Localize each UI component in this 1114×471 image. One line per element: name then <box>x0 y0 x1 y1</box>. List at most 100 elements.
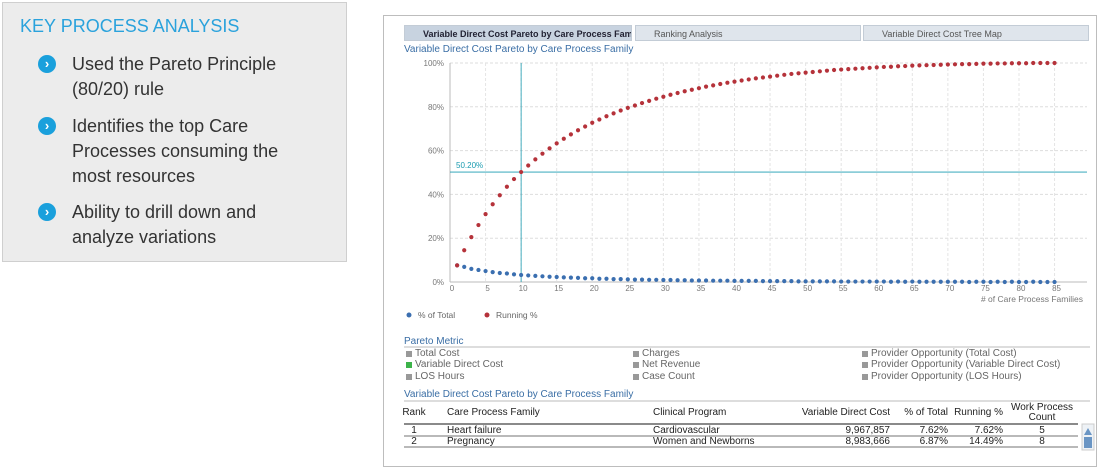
data-point <box>711 83 716 88</box>
key-panel <box>2 2 347 262</box>
data-point <box>675 278 680 283</box>
data-point <box>945 279 950 284</box>
data-point <box>817 69 822 74</box>
data-point <box>974 279 979 284</box>
column-header: Rank <box>402 407 426 418</box>
data-point <box>753 278 758 284</box>
data-point <box>753 76 758 81</box>
y-tick-label: 40% <box>428 190 444 199</box>
data-point <box>469 266 474 271</box>
x-tick-label: 40 <box>732 284 741 293</box>
bullet-icon: › <box>38 203 56 221</box>
data-point <box>931 62 936 68</box>
x-tick-label: 35 <box>696 284 705 293</box>
table-cell: 7.62% <box>974 425 1003 436</box>
metric-option[interactable]: Provider Opportunity (LOS Hours) <box>862 371 1022 382</box>
metric-option[interactable]: Charges <box>633 348 680 359</box>
x-tick-label: 45 <box>768 284 777 293</box>
data-point <box>611 277 616 282</box>
y-tick-label: 20% <box>428 234 444 243</box>
metric-option[interactable]: Net Revenue <box>633 359 700 370</box>
data-point <box>625 277 630 282</box>
metric-option[interactable]: Case Count <box>633 371 695 382</box>
scroll-arrow <box>1084 428 1092 435</box>
data-point <box>632 277 638 282</box>
x-tick-label: 60 <box>874 284 883 293</box>
data-point <box>853 66 858 71</box>
data-point <box>490 270 495 275</box>
table-cell: 9,967,857 <box>845 425 891 436</box>
data-point <box>696 278 702 283</box>
data-point <box>568 275 574 280</box>
data-point <box>526 273 531 278</box>
data-point <box>575 128 581 133</box>
data-point <box>483 268 488 274</box>
data-point <box>995 279 1000 284</box>
data-point <box>824 279 830 284</box>
data-point <box>817 279 822 284</box>
data-point <box>952 279 958 284</box>
x-tick-label: 5 <box>485 284 490 293</box>
data-point <box>575 275 581 280</box>
data-point <box>917 63 922 68</box>
data-point <box>1038 279 1043 285</box>
data-point <box>746 77 751 82</box>
data-point <box>895 279 901 284</box>
bullet-icon: › <box>38 55 56 73</box>
data-point <box>924 279 929 284</box>
chart-title: Variable Direct Cost Pareto by Care Proc… <box>404 44 634 55</box>
data-point <box>1038 60 1043 66</box>
y-tick-label: 100% <box>424 59 444 68</box>
data-point <box>1016 61 1022 66</box>
x-tick-label: 55 <box>839 284 848 293</box>
data-point <box>511 176 517 182</box>
data-point <box>981 279 986 284</box>
data-point <box>732 278 737 284</box>
scroll-thumb <box>1084 437 1092 448</box>
data-point <box>1002 61 1007 66</box>
data-point <box>775 73 780 78</box>
data-point <box>590 276 595 281</box>
data-point <box>796 279 801 284</box>
data-point <box>462 248 467 253</box>
data-point <box>597 117 602 122</box>
data-point <box>881 279 886 284</box>
data-point <box>547 146 552 151</box>
table-cell: 8,983,666 <box>845 436 891 447</box>
data-point <box>483 212 488 217</box>
app-frame <box>383 15 1097 467</box>
data-point <box>995 61 1000 66</box>
metric-option[interactable]: Variable Direct Cost <box>406 359 503 370</box>
data-point <box>490 202 495 207</box>
data-point <box>831 279 837 284</box>
data-point <box>903 279 908 284</box>
bullet-text: Used the Pareto Principle (80/20) rule <box>72 54 277 99</box>
data-point <box>554 141 559 146</box>
metric-title: Pareto Metric <box>404 336 464 347</box>
data-point <box>597 276 602 281</box>
data-point <box>1009 279 1014 284</box>
data-point <box>789 71 794 77</box>
data-point <box>846 67 851 72</box>
x-tick-label: 0 <box>450 284 455 293</box>
metric-option[interactable]: Provider Opportunity (Total Cost) <box>862 348 1017 359</box>
metric-option[interactable]: LOS Hours <box>406 371 464 382</box>
tab[interactable]: Variable Direct Cost Pareto by Care Proc… <box>404 25 632 41</box>
data-point <box>711 278 716 283</box>
data-point <box>967 279 972 285</box>
x-tick-label: 25 <box>625 284 634 293</box>
x-tick-label: 10 <box>519 284 528 293</box>
data-point <box>860 279 865 284</box>
data-point <box>1045 60 1050 66</box>
legend-marker <box>406 312 412 318</box>
tab[interactable]: Variable Direct Cost Tree Map <box>863 25 1089 41</box>
metric-option[interactable]: Total Cost <box>406 348 459 359</box>
data-point <box>846 279 851 284</box>
data-point <box>931 279 936 284</box>
data-point <box>547 274 552 279</box>
tab[interactable]: Ranking Analysis <box>635 25 861 41</box>
metric-option[interactable]: Provider Opportunity (Variable Direct Co… <box>862 359 1060 370</box>
data-point <box>504 184 509 189</box>
data-point <box>988 279 993 285</box>
data-point <box>618 277 623 282</box>
